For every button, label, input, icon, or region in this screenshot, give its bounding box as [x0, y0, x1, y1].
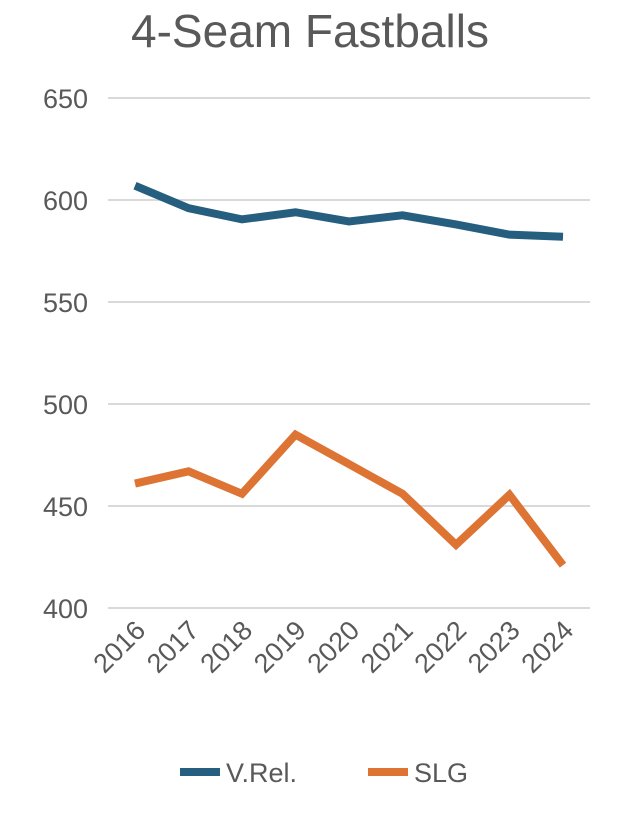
- y-tick-label: 500: [43, 390, 88, 420]
- series-line-v-rel: [133, 182, 564, 241]
- y-tick-label: 600: [43, 186, 88, 216]
- x-tick-label: 2017: [141, 615, 205, 679]
- x-tick-label: 2019: [248, 615, 312, 679]
- x-tick-label: 2018: [195, 615, 259, 679]
- x-tick-label: 2022: [409, 615, 473, 679]
- x-tick-label: 2021: [355, 615, 419, 679]
- chart-title: 4-Seam Fastballs: [131, 5, 489, 57]
- y-tick-label: 550: [43, 288, 88, 318]
- y-tick-label: 450: [43, 492, 88, 522]
- y-tick-label: 400: [43, 594, 88, 624]
- x-tick-label: 2020: [302, 615, 366, 679]
- legend-label: V.Rel.: [226, 758, 297, 788]
- x-tick-label: 2016: [88, 615, 152, 679]
- x-tick-label: 2024: [516, 615, 580, 679]
- legend-label: SLG: [414, 758, 468, 788]
- y-tick-label: 650: [43, 84, 88, 114]
- x-tick-label: 2023: [462, 615, 526, 679]
- series-line-slg: [134, 429, 567, 568]
